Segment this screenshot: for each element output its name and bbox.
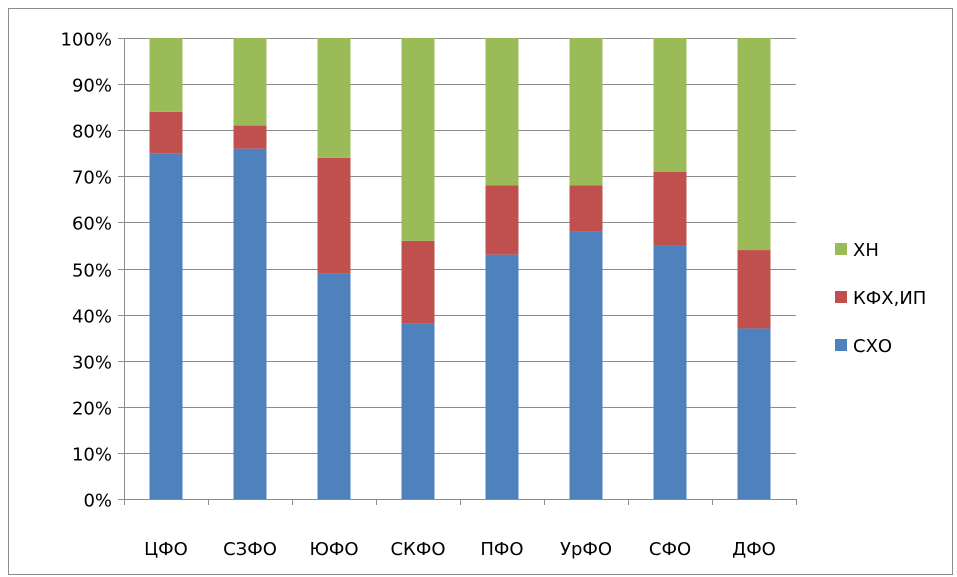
bar-tsfo-khn [149,38,183,112]
x-tick-label-tsfo: ЦФО [144,539,188,560]
bar-dfo-skho [737,328,771,499]
bar-skfo-skho [401,323,435,499]
y-tick-label: 90% [72,76,112,97]
bar-yufo-skho [317,273,351,499]
bar-pfo-skho [485,254,519,499]
chart-border [8,8,953,575]
bar-pfo-kfkh-ip [485,185,519,255]
legend-swatch-skho [835,339,847,351]
y-tick-label: 50% [72,261,112,282]
legend-swatch-khn [835,243,847,255]
y-tick-label: 0% [83,491,112,512]
bar-urfo-khn [569,38,603,186]
bar-szfo-khn [233,38,267,126]
y-tick-label: 70% [72,168,112,189]
bar-sfo-kfkh-ip [653,171,687,246]
y-tick-label: 30% [72,353,112,374]
legend-label-skho: СХО [853,336,892,357]
bar-sfo-khn [653,38,687,172]
x-tick-label-urfo: УрФО [560,539,612,560]
y-tick-label: 60% [72,214,112,235]
axes: 0% 10% 20% 30% 40% 50% 60% 70% 80% 90% 100% ЦФО СЗФО… [61,30,797,560]
bar-urfo-skho [569,231,603,499]
bars [149,38,771,499]
bar-urfo-kfkh-ip [569,185,603,232]
bar-skfo-khn [401,38,435,241]
x-tick-label-yufo: ЮФО [309,539,358,560]
bar-skfo-kfkh-ip [401,240,435,324]
bar-yufo-khn [317,38,351,158]
y-tick-label: 40% [72,307,112,328]
bar-sfo-skho [653,245,687,499]
bar-szfo-kfkh-ip [233,125,267,149]
bar-pfo-khn [485,38,519,186]
bar-dfo-khn [737,38,771,251]
legend-swatch-kfkh-ip [835,291,847,303]
legend-label-khn: ХН [853,240,879,261]
bar-dfo-kfkh-ip [737,250,771,329]
y-tick-label: 100% [61,30,112,51]
legend: ХН КФХ,ИП СХО [835,240,926,357]
y-tick-label: 20% [72,399,112,420]
y-tick-label: 10% [72,445,112,466]
legend-label-kfkh-ip: КФХ,ИП [853,288,926,309]
bar-tsfo-kfkh-ip [149,111,183,154]
bar-yufo-kfkh-ip [317,157,351,274]
x-tick-label-sfo: СФО [649,539,691,560]
bar-szfo-skho [233,148,267,499]
x-tick-label-skfo: СКФО [390,539,445,560]
x-tick-label-pfo: ПФО [480,539,523,560]
y-tick-label: 80% [72,122,112,143]
x-tick-label-dfo: ДФО [732,539,776,560]
x-tick-label-szfo: СЗФО [223,539,277,560]
bar-tsfo-skho [149,153,183,499]
grid-lines [124,38,796,454]
